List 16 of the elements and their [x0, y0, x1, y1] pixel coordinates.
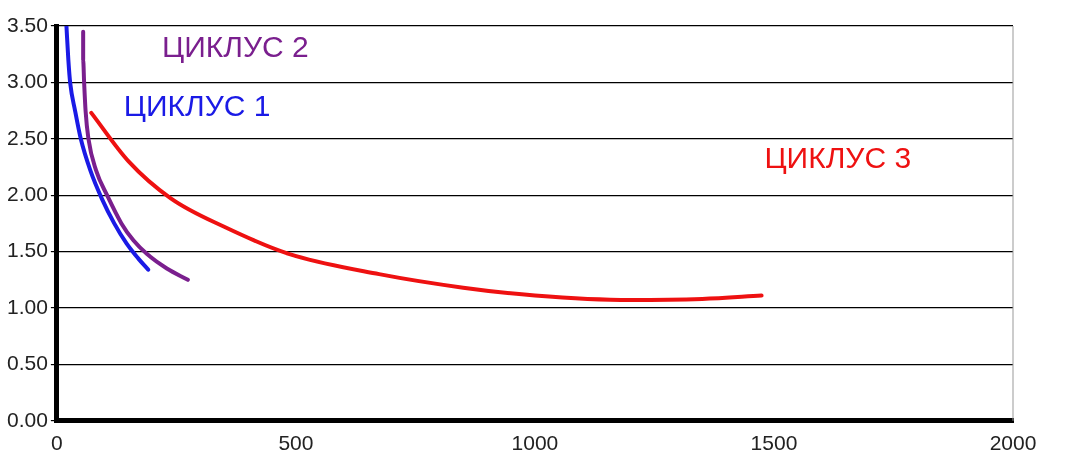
- x-tick-label: 1000: [511, 431, 559, 455]
- y-tick-label: 1.50: [7, 238, 48, 262]
- x-tick-label: 0: [51, 431, 63, 455]
- y-tick-label: 2.50: [7, 125, 48, 149]
- x-tick-label: 1500: [750, 431, 798, 455]
- y-tick-label: 3.50: [7, 12, 48, 36]
- y-tick-label: 3.00: [7, 69, 48, 93]
- y-tick-label: 2.00: [7, 182, 48, 205]
- x-tick-label: 2000: [989, 431, 1037, 455]
- series-label: ЦИКЛУС 1: [123, 89, 271, 123]
- x-tick-label: 500: [278, 431, 314, 455]
- y-tick-label: 0.50: [7, 351, 48, 375]
- text: ЦИКЛУС 2: [162, 30, 309, 64]
- y-tick-label: 0.00: [7, 407, 48, 431]
- text: ЦИКЛУС 3: [764, 140, 912, 174]
- y-tick-label: 1.00: [7, 294, 48, 318]
